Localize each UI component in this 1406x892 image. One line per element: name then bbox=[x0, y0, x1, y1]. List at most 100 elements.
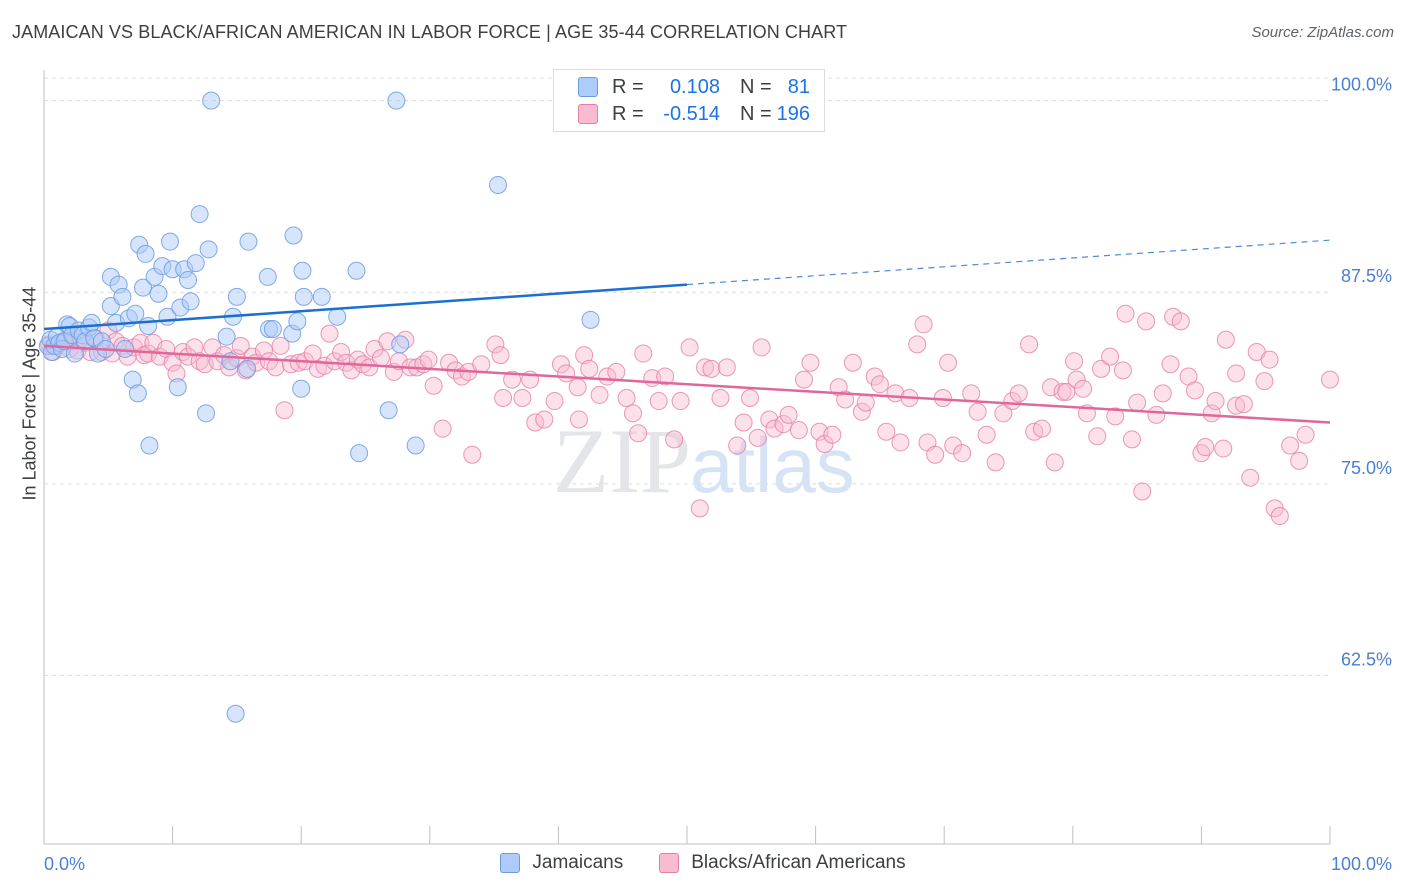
data-point-black-african-american bbox=[580, 359, 599, 378]
data-point-black-african-american bbox=[939, 353, 958, 372]
data-point-black-african-american bbox=[760, 410, 779, 429]
data-point-black-african-american bbox=[1241, 468, 1260, 487]
data-point-black-african-american bbox=[968, 402, 987, 421]
data-point-jamaican bbox=[202, 91, 221, 110]
data-point-black-african-american bbox=[1296, 425, 1315, 444]
data-point-jamaican bbox=[65, 344, 84, 363]
data-point-black-african-american bbox=[1032, 419, 1051, 438]
data-point-jamaican bbox=[391, 335, 410, 354]
x-tick-label: 100.0% bbox=[1331, 854, 1392, 874]
data-point-black-african-american bbox=[1321, 370, 1339, 389]
data-point-jamaican bbox=[136, 244, 155, 263]
data-point-black-african-american bbox=[1092, 359, 1111, 378]
legend-item-black-african-americans[interactable]: Blacks/African Americans bbox=[659, 852, 906, 874]
legend-label-black-african-americans: Blacks/African Americans bbox=[691, 852, 906, 873]
data-point-black-african-american bbox=[711, 388, 730, 407]
data-point-black-african-american bbox=[1003, 392, 1022, 411]
data-point-black-african-american bbox=[765, 419, 784, 438]
data-point-black-african-american bbox=[1088, 427, 1107, 446]
data-point-black-african-american bbox=[734, 413, 753, 432]
data-point-jamaican bbox=[294, 287, 313, 306]
legend-n-label: N = bbox=[740, 75, 772, 98]
axes bbox=[43, 70, 1331, 845]
data-point-black-african-american bbox=[231, 336, 250, 355]
data-point-black-african-american bbox=[271, 336, 290, 355]
data-point-black-african-american bbox=[986, 453, 1005, 472]
trend-line-jamaicans-extension bbox=[686, 239, 1331, 286]
data-point-jamaican bbox=[328, 307, 347, 326]
data-point-black-african-american bbox=[486, 335, 505, 354]
data-point-black-african-american bbox=[1196, 438, 1215, 457]
data-point-black-african-american bbox=[926, 445, 945, 464]
data-point-black-african-american bbox=[266, 358, 285, 377]
data-point-black-african-american bbox=[1227, 396, 1246, 415]
data-point-black-african-american bbox=[1053, 382, 1072, 401]
data-point-jamaican bbox=[406, 436, 425, 455]
data-point-jamaican bbox=[350, 444, 369, 463]
data-point-black-african-american bbox=[1133, 482, 1152, 501]
legend-row-black-african-americans: R = -0.514 N = 196 bbox=[578, 101, 810, 127]
data-point-black-african-american bbox=[671, 392, 690, 411]
data-point-jamaican bbox=[238, 359, 257, 378]
data-point-black-african-american bbox=[342, 361, 361, 380]
data-point-jamaican bbox=[139, 316, 158, 335]
data-point-black-african-american bbox=[1281, 436, 1300, 455]
data-point-black-african-american bbox=[1270, 507, 1289, 526]
trend-line-black-african-americans bbox=[43, 344, 1331, 424]
data-point-black-african-american bbox=[190, 352, 209, 371]
data-point-black-african-american bbox=[1128, 393, 1147, 412]
data-point-black-african-american bbox=[856, 393, 875, 412]
data-point-jamaican bbox=[226, 704, 245, 723]
data-point-black-african-american bbox=[503, 370, 522, 389]
legend-item-jamaicans[interactable]: Jamaicans bbox=[500, 852, 623, 874]
data-point-jamaican bbox=[379, 401, 398, 420]
data-point-black-african-american bbox=[1216, 330, 1235, 349]
data-point-jamaican bbox=[258, 267, 277, 286]
data-point-jamaican bbox=[190, 205, 209, 224]
data-point-jamaican bbox=[116, 339, 135, 358]
x-tick-label: 0.0% bbox=[44, 854, 85, 874]
legend-r-value: 0.108 bbox=[669, 75, 720, 98]
data-point-black-african-american bbox=[1106, 407, 1125, 426]
data-point-black-african-american bbox=[795, 370, 814, 389]
data-point-black-african-american bbox=[1153, 384, 1172, 403]
data-point-black-african-american bbox=[891, 433, 910, 452]
data-point-black-african-american bbox=[463, 445, 482, 464]
data-point-black-african-american bbox=[877, 422, 896, 441]
data-point-black-african-american bbox=[575, 346, 594, 365]
data-point-black-african-american bbox=[1009, 384, 1028, 403]
data-point-black-african-american bbox=[823, 425, 842, 444]
data-point-black-african-american bbox=[779, 405, 798, 424]
source-label: Source: ZipAtlas.com bbox=[1251, 24, 1394, 41]
data-point-jamaican bbox=[217, 327, 236, 346]
data-point-black-african-american bbox=[590, 385, 609, 404]
data-point-black-african-american bbox=[1214, 439, 1233, 458]
data-point-black-african-american bbox=[1255, 372, 1274, 391]
data-point-black-african-american bbox=[649, 392, 668, 411]
data-point-black-african-american bbox=[551, 355, 570, 374]
data-point-black-african-american bbox=[557, 364, 576, 383]
data-point-jamaican bbox=[168, 378, 187, 397]
data-point-black-african-american bbox=[696, 358, 715, 377]
legend-swatch-jamaicans bbox=[578, 77, 598, 97]
data-point-jamaican bbox=[186, 254, 205, 273]
data-point-black-african-american bbox=[665, 430, 684, 449]
correlation-legend: R = 0.108 N = 81 R = -0.514 N = 196 bbox=[553, 69, 825, 132]
data-point-black-african-american bbox=[1260, 350, 1279, 369]
data-point-black-african-american bbox=[607, 362, 626, 381]
data-point-black-african-american bbox=[870, 375, 889, 394]
legend-n-label: N = bbox=[740, 102, 772, 125]
y-tick-label: 100.0% bbox=[1331, 75, 1392, 95]
data-point-black-african-american bbox=[1101, 347, 1120, 366]
data-point-black-african-american bbox=[908, 335, 927, 354]
data-point-jamaican bbox=[134, 278, 153, 297]
data-point-jamaican bbox=[288, 312, 307, 331]
data-point-black-african-american bbox=[1074, 379, 1093, 398]
data-point-black-african-american bbox=[728, 436, 747, 455]
tick-labels: 62.5% 75.0% 87.5% 100.0% 0.0% 100.0% bbox=[44, 75, 1392, 874]
data-point-black-african-american bbox=[1122, 430, 1141, 449]
data-point-black-african-american bbox=[977, 425, 996, 444]
data-point-jamaican bbox=[347, 261, 366, 280]
data-point-black-african-american bbox=[1020, 335, 1039, 354]
series-legend: Jamaicans Blacks/African Americans bbox=[0, 852, 1406, 874]
